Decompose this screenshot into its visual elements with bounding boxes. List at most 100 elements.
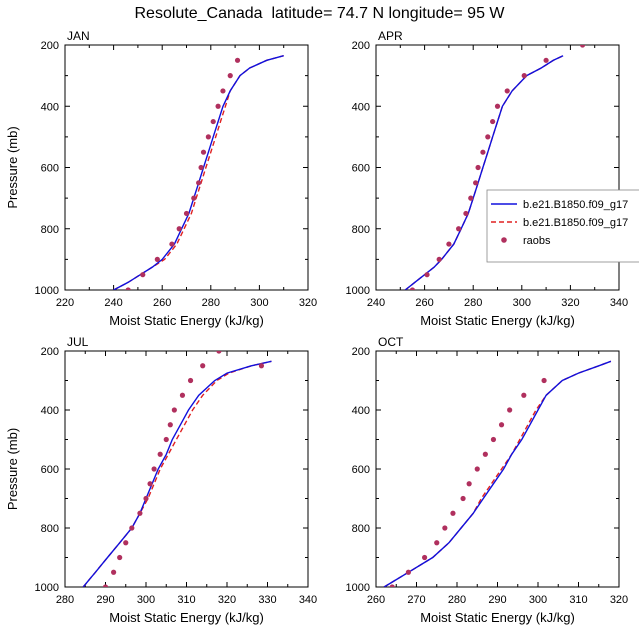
panel-apr: APR 240 260 280 300 320 340 200 400 600 800 1000 Moi… <box>346 29 629 328</box>
raobs-point <box>157 451 163 457</box>
raobs-point <box>163 436 169 443</box>
raobs-point <box>442 525 448 531</box>
raobs-point <box>191 195 197 201</box>
legend: b.e21.B1850.f09_g17 b.e21.B1850.f09_g17ra… <box>486 189 639 263</box>
raobs-point <box>183 210 190 217</box>
plot-frame <box>64 350 309 588</box>
raobs-point <box>466 481 472 487</box>
legend-box <box>486 189 639 263</box>
x-tick-label: 270 <box>407 594 425 606</box>
raobs-point <box>167 422 173 428</box>
x-axis-label: Moist Static Energy (kJ/kg) <box>420 610 575 625</box>
y-tick-label: 600 <box>41 163 59 175</box>
raobs-point <box>436 256 442 262</box>
panel-jul: JUL 280 290 300 310 320 330 340 200 400 600 800 1000… <box>5 335 317 625</box>
x-tick-label: 260 <box>415 297 433 309</box>
y-tick-label: 600 <box>352 163 370 175</box>
raobs-point <box>151 466 157 472</box>
x-tick-label: 220 <box>56 297 74 309</box>
raobs-point <box>205 134 211 140</box>
raobs-point <box>507 407 513 413</box>
y-tick-label: 400 <box>41 101 59 113</box>
y-tick-label: 400 <box>352 101 370 113</box>
raobs-point <box>579 45 586 48</box>
y-tick-label: 800 <box>352 224 370 236</box>
panel-oct: OCT 260 270 280 290 300 310 320 200 400 600 800 1000… <box>346 335 629 625</box>
raobs-point <box>474 466 480 472</box>
y-axis-label: Pressure (mb) <box>5 428 20 510</box>
raobs-point <box>147 481 153 487</box>
x-tick-label: 260 <box>153 297 171 309</box>
x-axis-label: Moist Static Energy (kJ/kg) <box>109 610 264 625</box>
y-tick-label: 200 <box>41 346 59 358</box>
y-tick-label: 1000 <box>35 285 59 297</box>
x-tick-label: 280 <box>56 594 74 606</box>
raobs-point <box>504 88 510 94</box>
raobs-point <box>521 73 527 79</box>
y-tick-label: 200 <box>41 40 59 52</box>
legend-marker <box>501 237 507 243</box>
raobs-point <box>389 584 395 587</box>
panels: JAN 220 240 260 280 300 320 200 400 600 800 1000 Moi… <box>5 29 628 625</box>
series-line-blue-solid <box>383 360 612 587</box>
panel-jan: JAN 220 240 260 280 300 320 200 400 600 800 1000 Moi… <box>5 29 317 328</box>
plot-area <box>113 55 284 290</box>
raobs-point <box>220 88 226 94</box>
raobs-point <box>200 363 206 369</box>
x-tick-label: 290 <box>96 594 114 606</box>
raobs-point <box>111 569 117 575</box>
raobs-point <box>140 272 146 278</box>
x-tick-label: 330 <box>258 594 276 606</box>
series-line-blue-solid <box>113 55 284 290</box>
raobs-point <box>169 241 175 247</box>
x-tick-label: 280 <box>448 594 466 606</box>
raobs-point <box>216 351 222 354</box>
raobs-point <box>434 540 440 546</box>
x-tick-label: 290 <box>488 594 506 606</box>
x-tick-label: 320 <box>218 594 236 606</box>
raobs-point <box>541 377 547 384</box>
series-line-red-dashed <box>383 360 612 587</box>
y-tick-label: 400 <box>41 405 59 417</box>
raobs-point <box>258 363 265 369</box>
raobs-point <box>463 210 469 217</box>
raobs-point <box>521 392 527 398</box>
raobs-point <box>405 569 411 575</box>
plot-area <box>383 360 612 587</box>
raobs-point <box>234 57 241 63</box>
panel-title: JUL <box>67 335 89 349</box>
x-tick-label: 320 <box>299 297 317 309</box>
x-tick-label: 280 <box>464 297 482 309</box>
x-tick-label: 240 <box>104 297 122 309</box>
x-tick-label: 300 <box>513 297 531 309</box>
raobs-point <box>227 73 233 79</box>
plot-frame <box>375 350 620 588</box>
x-axis-label: Moist Static Energy (kJ/kg) <box>109 313 264 328</box>
panel-title: JAN <box>67 29 90 43</box>
series-line-red-dashed <box>82 360 272 587</box>
raobs-point <box>137 510 143 516</box>
x-tick-label: 300 <box>137 594 155 606</box>
raobs-point <box>424 272 430 278</box>
raobs-point <box>490 118 496 125</box>
y-tick-label: 1000 <box>346 582 370 594</box>
raobs-point <box>171 407 177 413</box>
plot-area <box>404 45 586 290</box>
raobs-point <box>456 226 462 232</box>
raobs-point <box>210 118 216 125</box>
x-tick-label: 260 <box>367 594 385 606</box>
y-tick-label: 800 <box>41 224 59 236</box>
raobs-point <box>200 149 207 155</box>
x-tick-label: 300 <box>250 297 268 309</box>
raobs-point <box>117 554 123 561</box>
panel-title: OCT <box>378 335 404 349</box>
raobs-point <box>176 226 182 232</box>
y-tick-label: 1000 <box>346 285 370 297</box>
raobs-point <box>422 554 428 561</box>
plot-frame <box>64 44 309 291</box>
y-tick-label: 800 <box>352 523 370 535</box>
plot-area <box>82 351 272 587</box>
raobs-point <box>215 103 221 109</box>
raobs-point <box>129 525 135 531</box>
